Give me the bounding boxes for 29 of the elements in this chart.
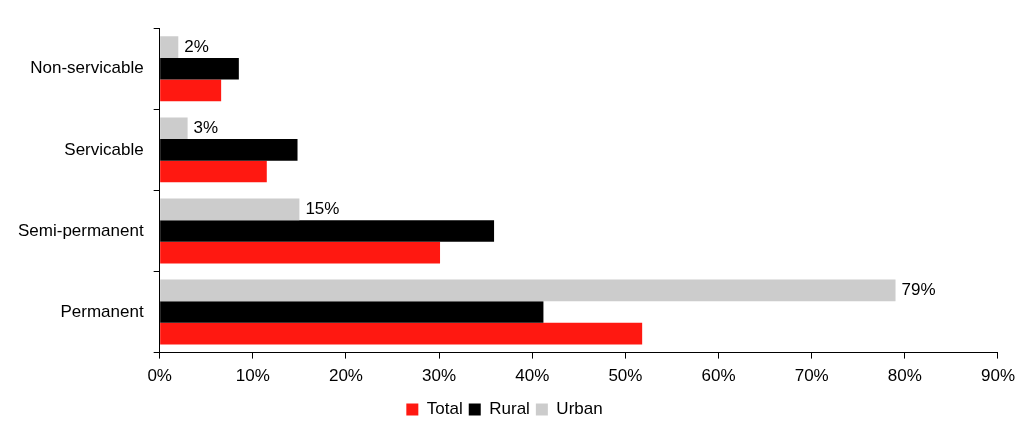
data-label: 3% (193, 117, 219, 137)
x-tick-label: 10% (235, 366, 270, 386)
x-tick-label: 90% (980, 366, 1015, 386)
y-tick-label: Servicable (64, 139, 144, 159)
x-tick-label: 20% (328, 366, 363, 386)
legend-label: Urban (556, 399, 603, 419)
x-tick-label: 30% (422, 366, 457, 386)
legend-label: Rural (489, 399, 530, 419)
bar (160, 36, 179, 58)
bar (160, 160, 267, 183)
x-tick-label: 0% (147, 366, 172, 386)
bar (160, 198, 300, 221)
bar (160, 117, 188, 140)
data-label: 79% (901, 280, 936, 300)
legend-label: Total (426, 399, 463, 419)
bar (160, 279, 896, 302)
x-tick-label: 50% (608, 366, 643, 386)
y-tick-label: Permanent (60, 301, 144, 321)
y-tick-label: Semi-permanent (17, 220, 144, 240)
bar (160, 79, 222, 102)
x-tick-label: 70% (794, 366, 829, 386)
y-tick-label: Non-servicable (30, 58, 144, 78)
data-label: 2% (184, 36, 209, 56)
bar (160, 322, 643, 345)
x-tick-label: 40% (515, 366, 550, 386)
data-label: 15% (305, 199, 340, 219)
bar (160, 241, 441, 264)
x-tick-label: 80% (887, 366, 922, 386)
x-tick-label: 60% (701, 366, 736, 386)
